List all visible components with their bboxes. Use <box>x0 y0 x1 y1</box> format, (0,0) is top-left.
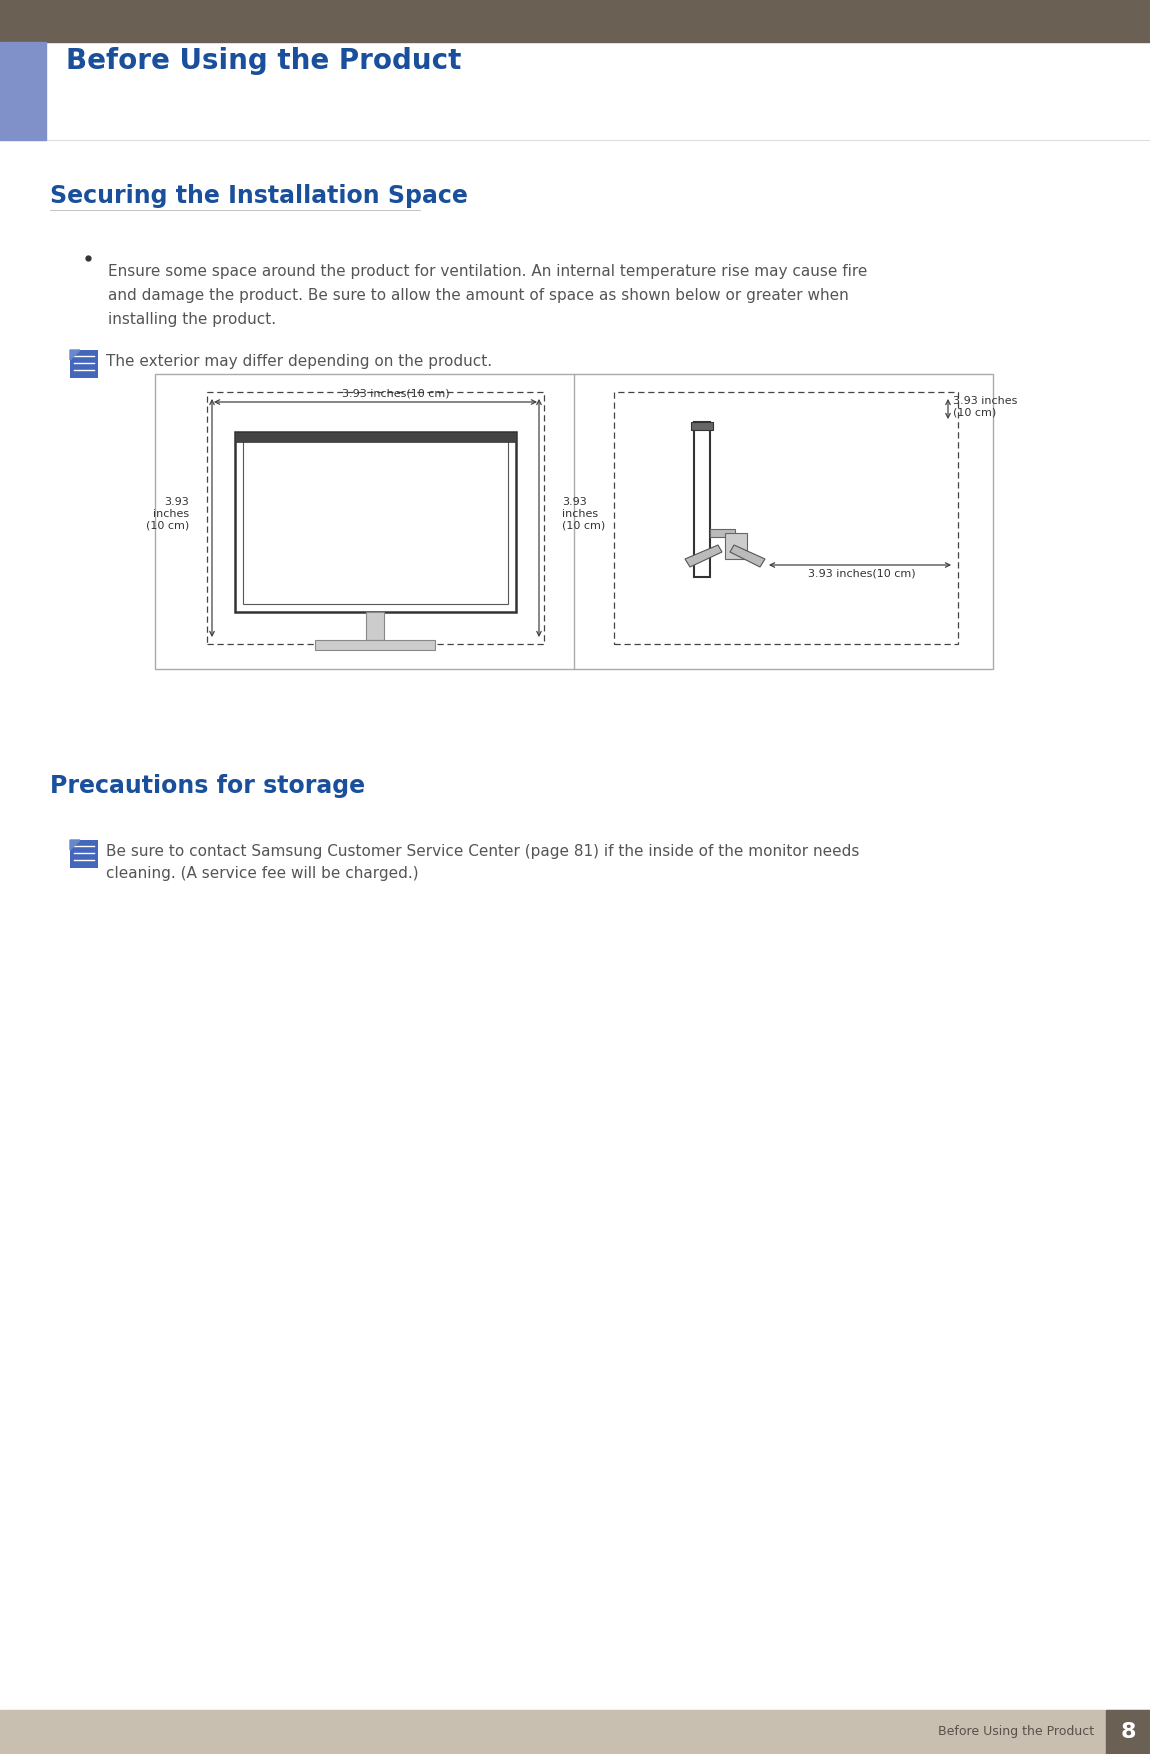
Bar <box>235 431 516 612</box>
Polygon shape <box>70 840 80 851</box>
Text: Be sure to contact Samsung Customer Service Center (page 81) if the inside of th: Be sure to contact Samsung Customer Serv… <box>106 844 859 859</box>
Bar <box>155 374 992 668</box>
Text: 3.93 inches(10 cm): 3.93 inches(10 cm) <box>808 568 915 579</box>
Bar <box>691 423 713 430</box>
Text: 3.93
inches
(10 cm): 3.93 inches (10 cm) <box>562 498 605 531</box>
Text: installing the product.: installing the product. <box>108 312 276 326</box>
Text: 3.93 inches(10 cm): 3.93 inches(10 cm) <box>342 389 450 398</box>
Bar <box>614 391 958 644</box>
Bar <box>70 840 98 868</box>
Bar <box>724 533 748 560</box>
Bar <box>70 351 98 379</box>
Text: Precautions for storage: Precautions for storage <box>49 774 366 798</box>
Bar <box>0 42 46 140</box>
Bar <box>315 640 435 651</box>
Polygon shape <box>70 351 80 360</box>
Bar <box>710 530 735 537</box>
Bar <box>235 431 516 442</box>
Bar <box>366 612 384 640</box>
Text: 3.93 inches
(10 cm): 3.93 inches (10 cm) <box>953 396 1018 417</box>
Text: and damage the product. Be sure to allow the amount of space as shown below or g: and damage the product. Be sure to allow… <box>108 288 849 303</box>
Text: Securing the Installation Space: Securing the Installation Space <box>49 184 468 209</box>
Polygon shape <box>730 545 765 567</box>
Bar <box>1106 1710 1150 1754</box>
Polygon shape <box>685 545 722 567</box>
Bar <box>0 1710 1150 1754</box>
Bar <box>207 391 544 644</box>
Bar <box>0 0 1150 42</box>
Text: cleaning. (A service fee will be charged.): cleaning. (A service fee will be charged… <box>106 866 419 881</box>
Text: 8: 8 <box>1120 1722 1136 1742</box>
Bar <box>243 440 508 603</box>
Bar <box>693 423 710 577</box>
Text: Ensure some space around the product for ventilation. An internal temperature ri: Ensure some space around the product for… <box>108 265 867 279</box>
Text: Before Using the Product: Before Using the Product <box>66 47 461 75</box>
Text: Before Using the Product: Before Using the Product <box>938 1726 1094 1738</box>
Text: The exterior may differ depending on the product.: The exterior may differ depending on the… <box>106 354 492 368</box>
Text: 3.93
inches
(10 cm): 3.93 inches (10 cm) <box>146 498 189 531</box>
